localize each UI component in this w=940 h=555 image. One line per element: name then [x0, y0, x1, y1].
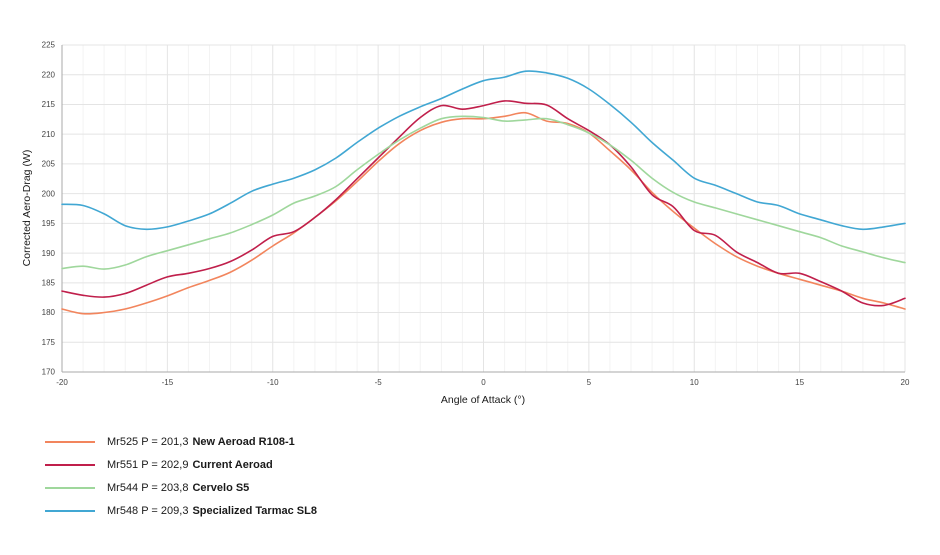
legend-label: Mr548 P = 209,3 Specialized Tarmac SL8	[107, 505, 317, 517]
series-line-specialized-tarmac-sl8	[61, 70, 906, 231]
series-line-cervelo-s5	[61, 115, 906, 270]
y-tick-label: 170	[42, 368, 56, 377]
series-line-current-aeroad	[61, 100, 906, 307]
legend-bike-name: Specialized Tarmac SL8	[192, 505, 317, 517]
y-tick-label: 175	[42, 338, 56, 347]
legend-swatch	[45, 441, 95, 443]
x-tick-label: 15	[795, 378, 804, 387]
x-tick-label: -10	[267, 378, 279, 387]
legend-item: Mr525 P = 201,3 New Aeroad R108-1	[45, 434, 317, 450]
x-axis-label: Angle of Attack (°)	[440, 394, 526, 406]
x-tick-label: -20	[56, 378, 68, 387]
y-tick-label: 185	[42, 279, 56, 288]
legend-label: Mr544 P = 203,8 Cervelo S5	[107, 482, 249, 494]
x-tick-label: 20	[901, 378, 910, 387]
legend-run-prefix: Mr544 P = 203,8	[107, 482, 189, 494]
legend-bike-name: Current Aeroad	[192, 459, 273, 471]
legend-label: Mr551 P = 202,9 Current Aeroad	[107, 459, 273, 471]
y-axis-label: Corrected Aero-Drag (W)	[21, 149, 33, 267]
legend-run-prefix: Mr548 P = 209,3	[107, 505, 189, 517]
legend-bike-name: Cervelo S5	[192, 482, 250, 494]
series-line-new-aeroad-r108-1	[61, 111, 906, 315]
x-tick-label: 0	[481, 378, 486, 387]
legend-item: Mr551 P = 202,9 Current Aeroad	[45, 457, 317, 473]
legend-bike-name: New Aeroad R108-1	[192, 436, 295, 448]
y-tick-label: 225	[42, 41, 56, 50]
chart-canvas: -20 -15 -10 -5 0 5 10 15 20 170 175 180 185 190 195 200…	[42, 41, 910, 387]
legend-run-prefix: Mr551 P = 202,9	[107, 459, 189, 471]
y-tick-label: 210	[42, 130, 56, 139]
chart-legend: Mr525 P = 201,3 New Aeroad R108-1 Mr551 P …	[45, 434, 317, 519]
y-tick-label: 220	[42, 70, 56, 79]
x-tick-label: 5	[587, 378, 592, 387]
y-tick-label: 200	[42, 189, 56, 198]
legend-label: Mr525 P = 201,3 New Aeroad R108-1	[107, 436, 295, 448]
legend-swatch	[45, 487, 95, 489]
legend-swatch	[45, 464, 95, 466]
legend-swatch	[45, 510, 95, 512]
x-tick-label: 10	[690, 378, 699, 387]
legend-run-prefix: Mr525 P = 201,3	[107, 436, 189, 448]
aero-drag-chart: -20 -15 -10 -5 0 5 10 15 20 170 175 180 185 190 195 200…	[21, 41, 910, 406]
x-tick-label: -5	[375, 378, 383, 387]
y-tick-label: 215	[42, 100, 56, 109]
y-tick-label: 205	[42, 160, 56, 169]
legend-item: Mr544 P = 203,8 Cervelo S5	[45, 480, 317, 496]
y-tick-label: 180	[42, 308, 56, 317]
legend-item: Mr548 P = 209,3 Specialized Tarmac SL8	[45, 503, 317, 519]
y-tick-label: 190	[42, 249, 56, 258]
x-tick-label: -15	[162, 378, 174, 387]
y-tick-label: 195	[42, 219, 56, 228]
